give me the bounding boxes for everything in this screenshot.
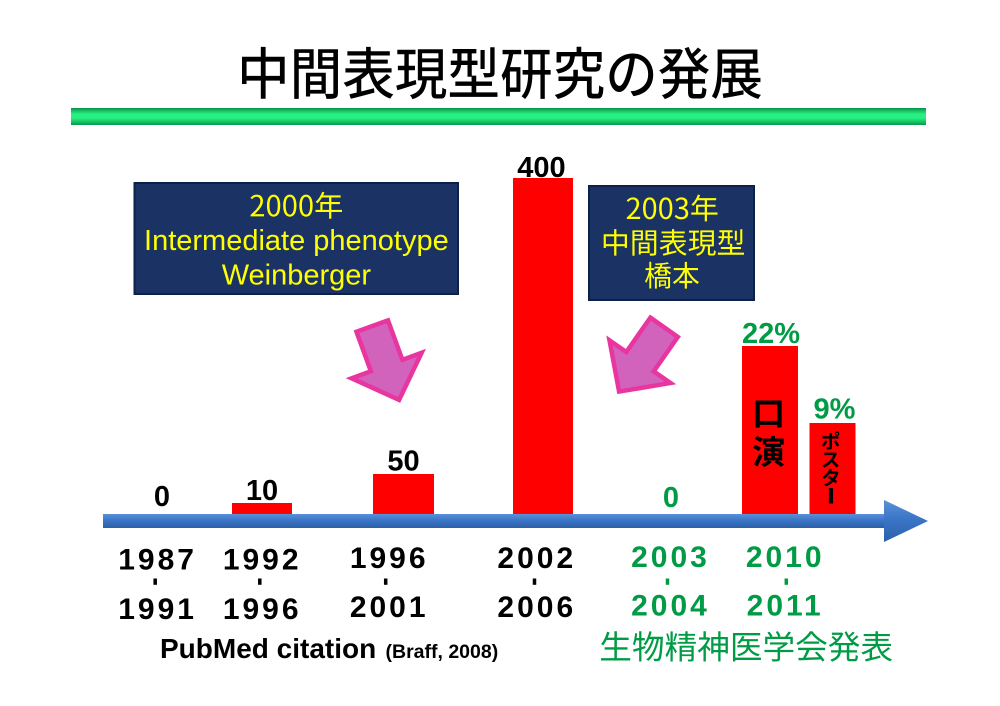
svg-text:10: 10 bbox=[246, 475, 278, 507]
svg-text:Weinberger: Weinberger bbox=[222, 259, 372, 291]
svg-text:(Braff, 2008): (Braff, 2008) bbox=[386, 641, 499, 663]
svg-text:0: 0 bbox=[154, 481, 170, 513]
svg-text:400: 400 bbox=[517, 152, 565, 184]
svg-text:2003: 2003 bbox=[631, 541, 710, 574]
svg-text:2002: 2002 bbox=[497, 542, 576, 575]
svg-text:1992: 1992 bbox=[223, 544, 302, 577]
svg-text:0: 0 bbox=[663, 482, 679, 514]
svg-text:2004: 2004 bbox=[631, 590, 710, 623]
svg-text:Intermediate phenotype: Intermediate phenotype bbox=[144, 225, 449, 257]
svg-text:1991: 1991 bbox=[118, 593, 197, 626]
svg-text:9%: 9% bbox=[814, 394, 856, 426]
svg-text:PubMed citation: PubMed citation bbox=[160, 633, 376, 664]
svg-text:2006: 2006 bbox=[497, 591, 576, 624]
svg-text:2001: 2001 bbox=[350, 591, 429, 624]
svg-text:1987: 1987 bbox=[118, 544, 197, 577]
svg-text:50: 50 bbox=[387, 446, 419, 478]
svg-text:1996: 1996 bbox=[350, 542, 429, 575]
svg-text:2010: 2010 bbox=[746, 541, 825, 574]
svg-text:2011: 2011 bbox=[747, 590, 824, 623]
svg-text:1996: 1996 bbox=[223, 593, 302, 626]
svg-text:22%: 22% bbox=[742, 318, 800, 350]
